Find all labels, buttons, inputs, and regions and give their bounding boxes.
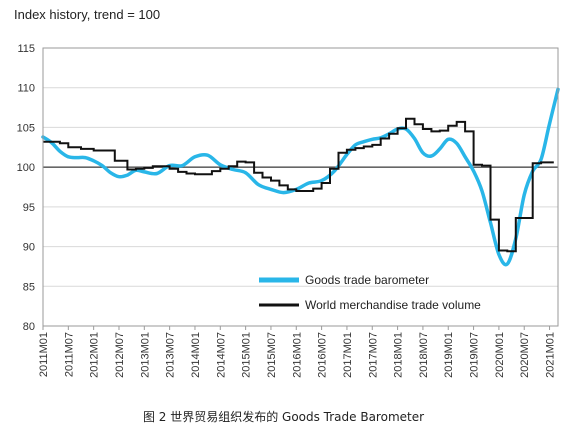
y-tick-label: 90 [23, 242, 35, 254]
x-tick-label: 2018M07 [418, 332, 430, 378]
x-tick-label: 2013M07 [165, 332, 177, 378]
x-tick-label: 2020M07 [519, 332, 531, 378]
x-tick-label: 2012M01 [89, 332, 101, 378]
legend-label-barometer: Goods trade barometer [305, 273, 429, 287]
series-line-volume [43, 117, 554, 253]
x-tick-label: 2014M07 [215, 332, 227, 378]
x-tick-label: 2017M07 [367, 332, 379, 378]
x-tick-label: 2021M01 [545, 332, 557, 378]
x-axis: 2011M01 2011M07 2012M01 2012M07 2013M01 2013M… [38, 326, 557, 378]
figure-caption: 图 2 世界贸易组织发布的 Goods Trade Barometer [142, 410, 425, 424]
y-tick-label: 110 [17, 83, 35, 95]
series-line-barometer [41, 87, 560, 267]
x-tick-label: 2016M07 [317, 332, 329, 378]
x-tick-label: 2018M01 [393, 332, 405, 378]
x-tick-label: 2013M01 [139, 332, 151, 378]
x-tick-label: 2015M07 [266, 332, 278, 378]
x-tick-label: 2016M01 [291, 332, 303, 378]
legend-label-volume: World merchandise trade volume [305, 298, 481, 312]
x-tick-label: 2015M01 [241, 332, 253, 378]
y-tick-label: 115 [17, 43, 35, 55]
y-axis: 80 85 90 95 100 105 110 115 [17, 43, 35, 333]
plot-frame [42, 47, 559, 327]
x-tick-label: 2019M01 [443, 332, 455, 378]
y-tick-label: 85 [23, 281, 35, 293]
x-tick-label: 2020M01 [494, 332, 506, 378]
legend: Goods trade barometer World merchandise … [259, 273, 481, 312]
y-tick-label: 105 [17, 122, 35, 134]
y-tick-label: 80 [23, 321, 35, 333]
x-tick-label: 2017M01 [342, 332, 354, 378]
x-tick-label: 2014M01 [190, 332, 202, 378]
x-tick-label: 2012M07 [114, 332, 126, 378]
x-tick-label: 2011M01 [38, 332, 50, 377]
x-tick-label: 2011M07 [63, 332, 75, 377]
y-tick-label: 95 [23, 202, 35, 214]
x-tick-label: 2019M07 [469, 332, 481, 378]
series-lines [41, 87, 560, 267]
chart-title: Index history, trend = 100 [14, 7, 160, 22]
y-tick-label: 100 [17, 162, 35, 174]
